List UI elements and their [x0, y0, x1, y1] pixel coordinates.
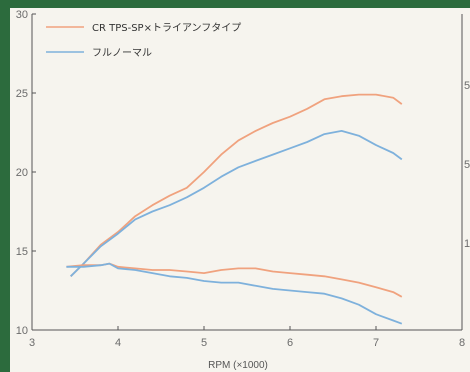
series-line-power-0: [70, 93, 403, 277]
x-tick-label: 7: [373, 337, 379, 349]
right-tick-label: 1: [464, 238, 470, 250]
legend: CR TPS-SP×トライアンフタイプ フルノーマル: [46, 22, 241, 59]
tick-labels: 3 4 5 6 7 8 30 25 20 15 10 5 5 1: [16, 9, 470, 349]
legend-label-tps-sp: CR TPS-SP×トライアンフタイプ: [92, 22, 241, 34]
x-tick-label: 8: [459, 337, 465, 349]
right-tick-label: 5: [464, 80, 470, 92]
y-tick-label: 30: [16, 9, 28, 21]
y-tick-label: 15: [16, 246, 28, 258]
right-tick-label: 5: [464, 159, 470, 171]
series-line-torque-3: [66, 262, 403, 325]
chart-panel: [10, 8, 470, 372]
series-line-power-1: [70, 130, 403, 277]
x-axis-label: RPM (×1000): [208, 360, 268, 371]
x-tick-label: 4: [115, 337, 121, 349]
y-tick-label: 10: [16, 325, 28, 337]
series-lines: [66, 93, 403, 325]
y-tick-label: 25: [16, 88, 28, 100]
x-tick-label: 5: [201, 337, 207, 349]
axes: [31, 13, 463, 331]
x-tick-label: 3: [29, 337, 35, 349]
x-tick-label: 6: [287, 337, 293, 349]
legend-label-normal: フルノーマル: [92, 48, 152, 59]
y-tick-label: 20: [16, 167, 28, 179]
